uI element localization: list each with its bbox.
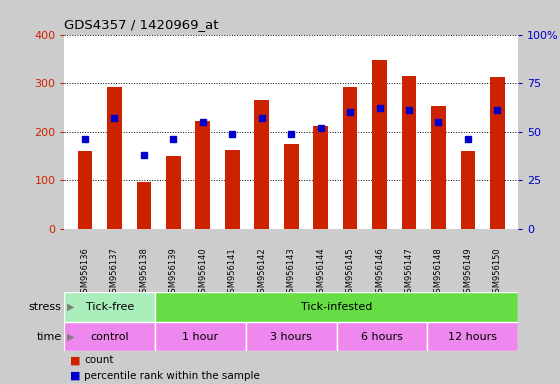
Bar: [343, 87, 357, 229]
Text: count: count: [84, 356, 114, 366]
Bar: [195, 121, 210, 229]
Text: Tick-free: Tick-free: [86, 302, 134, 312]
Bar: [460, 151, 475, 229]
Text: GDS4357 / 1420969_at: GDS4357 / 1420969_at: [64, 18, 219, 31]
Bar: [107, 86, 122, 229]
Bar: [431, 106, 446, 229]
Bar: [246, 322, 337, 351]
Bar: [372, 60, 387, 229]
Text: ■: ■: [70, 371, 81, 381]
Text: 12 hours: 12 hours: [448, 331, 497, 342]
Bar: [284, 144, 298, 229]
Text: time: time: [36, 331, 62, 342]
Bar: [313, 126, 328, 229]
Text: 3 hours: 3 hours: [270, 331, 312, 342]
Text: percentile rank within the sample: percentile rank within the sample: [84, 371, 260, 381]
Bar: [78, 151, 92, 229]
Bar: [155, 322, 246, 351]
Bar: [337, 322, 427, 351]
Bar: [137, 182, 151, 229]
Bar: [427, 322, 518, 351]
Text: 6 hours: 6 hours: [361, 331, 403, 342]
Bar: [254, 100, 269, 229]
Text: ■: ■: [70, 356, 81, 366]
Text: control: control: [91, 331, 129, 342]
Text: Tick-infested: Tick-infested: [301, 302, 372, 312]
Bar: [402, 76, 417, 229]
Bar: [155, 292, 518, 322]
Bar: [490, 77, 505, 229]
Bar: [64, 292, 155, 322]
Bar: [166, 156, 181, 229]
Text: 1 hour: 1 hour: [183, 331, 218, 342]
Text: ▶: ▶: [67, 302, 74, 312]
Bar: [64, 322, 155, 351]
Text: stress: stress: [29, 302, 62, 312]
Text: ▶: ▶: [67, 331, 74, 342]
Bar: [225, 150, 240, 229]
